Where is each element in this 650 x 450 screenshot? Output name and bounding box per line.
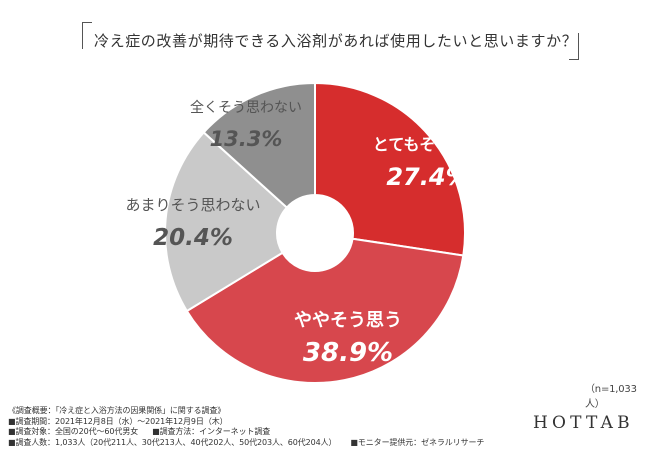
title-frame: 冷え症の改善が期待できる入浴剤があれば使用したいと思いますか？ xyxy=(82,22,579,60)
slice-category-label: あまりそう思わない xyxy=(125,196,260,214)
donut-slice xyxy=(202,81,316,209)
sample-size-note: （n=1,033人） xyxy=(585,384,637,410)
survey-title: 《調査概要：「冷え症と入浴方法の因果関係」に関する調査》 xyxy=(8,406,226,415)
survey-target: ■調査対象：全国の20代～60代男女 xyxy=(8,427,139,436)
survey-notes: 《調査概要：「冷え症と入浴方法の因果関係」に関する調査》 ■調査期間：2021年… xyxy=(8,406,484,448)
title-bracket-bottom-right xyxy=(569,33,579,60)
donut-slice xyxy=(185,237,465,384)
survey-note-row: ■調査人数：1,033人（20代211人、30代213人、40代202人、50代… xyxy=(8,438,484,449)
survey-note-row: 《調査概要：「冷え症と入浴方法の因果関係」に関する調査》 xyxy=(8,406,484,417)
survey-monitor-provider: ■モニター提供元：ゼネラルリサーチ xyxy=(350,437,485,447)
donut-slice xyxy=(164,130,289,313)
slice-value-label: 27.4% xyxy=(386,163,469,191)
survey-respondents: ■調査人数：1,033人（20代211人、30代213人、40代202人、50代… xyxy=(8,437,337,447)
survey-note-row: ■調査期間：2021年12月8日（水）～2021年12月9日（木） xyxy=(8,417,484,428)
slice-value-label: 20.4% xyxy=(153,225,233,251)
survey-method: ■調査方法：インターネット調査 xyxy=(152,427,271,436)
title-bracket-top-left xyxy=(82,22,92,49)
slice-value-label: 38.9% xyxy=(303,338,393,368)
survey-period: ■調査期間：2021年12月8日（水）～2021年12月9日（木） xyxy=(8,416,228,426)
slice-category-label: ややそう思う xyxy=(294,310,402,331)
slice-category-label: とてもそう思う xyxy=(373,135,483,154)
slice-category-label: 全くそう思わない xyxy=(190,99,302,116)
survey-note-row: ■調査対象：全国の20代～60代男女 ■調査方法：インターネット調査 xyxy=(8,427,484,438)
chart-title: 冷え症の改善が期待できる入浴剤があれば使用したいと思いますか？ xyxy=(94,32,578,50)
donut-slice xyxy=(314,81,466,257)
brand-logo: HOTTAB xyxy=(533,413,634,433)
slice-value-label: 13.3% xyxy=(210,127,283,151)
